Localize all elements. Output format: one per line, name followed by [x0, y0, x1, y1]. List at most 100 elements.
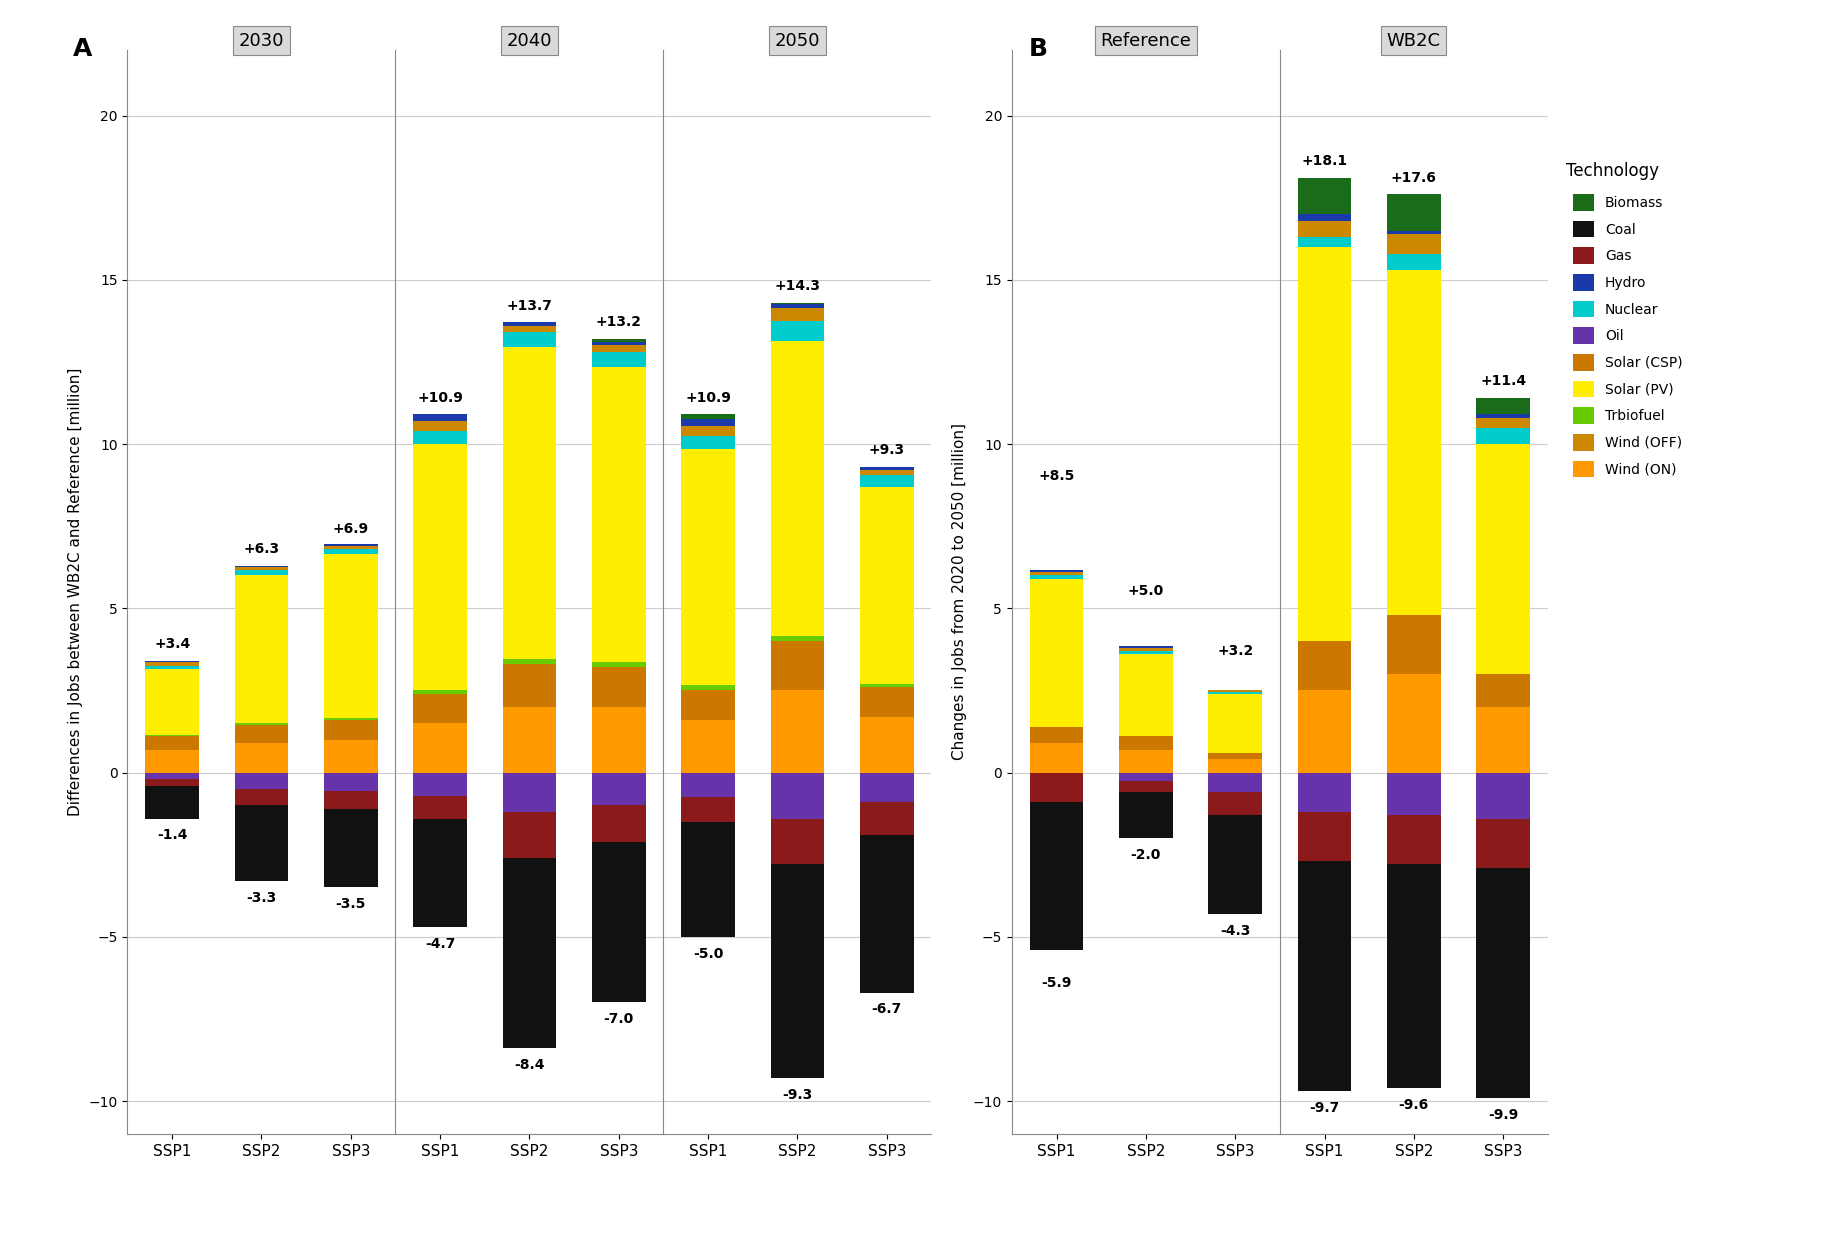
Bar: [413, 819, 466, 927]
Bar: [146, 779, 198, 786]
Text: -1.4: -1.4: [157, 829, 188, 842]
Text: +6.9: +6.9: [333, 522, 370, 536]
Bar: [770, 304, 825, 308]
Text: +5.0: +5.0: [1127, 584, 1164, 598]
Bar: [1120, 781, 1173, 792]
Text: Reference: Reference: [1100, 32, 1191, 50]
Bar: [681, 415, 736, 420]
Text: -6.7: -6.7: [872, 1003, 901, 1017]
Bar: [1298, 237, 1351, 247]
Bar: [681, 449, 736, 685]
Bar: [1298, 861, 1351, 1091]
Text: -9.9: -9.9: [1488, 1108, 1519, 1121]
Bar: [1029, 726, 1083, 743]
Bar: [592, 663, 646, 668]
Bar: [1120, 792, 1173, 839]
Text: +3.4: +3.4: [155, 637, 189, 650]
Bar: [324, 720, 377, 740]
Bar: [146, 660, 198, 663]
Bar: [1477, 819, 1530, 867]
Text: -7.0: -7.0: [605, 1012, 634, 1027]
Y-axis label: Differences in Jobs between WB2C and Reference [million]: Differences in Jobs between WB2C and Ref…: [67, 368, 84, 816]
Bar: [324, 740, 377, 773]
Text: +11.4: +11.4: [1480, 374, 1526, 389]
Bar: [324, 546, 377, 549]
Bar: [1477, 417, 1530, 427]
Bar: [1298, 247, 1351, 642]
Text: B: B: [1029, 37, 1047, 61]
Bar: [413, 690, 466, 694]
Bar: [1388, 234, 1440, 253]
Bar: [1298, 178, 1351, 214]
Text: 2050: 2050: [774, 32, 819, 50]
Text: -3.5: -3.5: [335, 897, 366, 911]
Text: -9.7: -9.7: [1309, 1101, 1340, 1115]
Text: 2030: 2030: [239, 32, 284, 50]
Bar: [860, 835, 914, 993]
Bar: [503, 858, 555, 1048]
Bar: [1120, 773, 1173, 781]
Bar: [235, 805, 288, 881]
Bar: [1388, 773, 1440, 815]
Bar: [413, 694, 466, 723]
Bar: [681, 426, 736, 436]
Bar: [1477, 773, 1530, 819]
Text: +14.3: +14.3: [774, 279, 821, 293]
Bar: [235, 789, 288, 805]
Bar: [1209, 759, 1262, 773]
Bar: [860, 470, 914, 475]
Bar: [413, 421, 466, 431]
Bar: [324, 554, 377, 718]
Bar: [681, 436, 736, 449]
Bar: [235, 773, 288, 789]
Bar: [592, 343, 646, 345]
Text: -4.7: -4.7: [424, 937, 455, 951]
Text: +13.7: +13.7: [506, 299, 552, 313]
Bar: [1388, 815, 1440, 865]
Bar: [1477, 706, 1530, 773]
Bar: [146, 750, 198, 773]
Bar: [681, 690, 736, 720]
Text: +10.9: +10.9: [685, 390, 730, 405]
Bar: [1120, 645, 1173, 648]
Text: 2040: 2040: [506, 32, 552, 50]
Bar: [592, 841, 646, 1003]
Bar: [681, 720, 736, 773]
Bar: [1029, 773, 1083, 802]
Bar: [1298, 642, 1351, 690]
Bar: [235, 743, 288, 773]
Bar: [413, 431, 466, 444]
Bar: [681, 685, 736, 690]
Bar: [146, 669, 198, 735]
Bar: [860, 802, 914, 835]
Bar: [503, 664, 555, 706]
Bar: [1477, 397, 1530, 415]
Bar: [503, 773, 555, 812]
Bar: [1029, 572, 1083, 576]
Bar: [413, 415, 466, 421]
Bar: [1209, 753, 1262, 759]
Bar: [681, 420, 736, 426]
Bar: [592, 366, 646, 663]
Bar: [592, 345, 646, 353]
Bar: [1120, 750, 1173, 773]
Bar: [1029, 802, 1083, 949]
Legend: Biomass, Coal, Gas, Hydro, Nuclear, Oil, Solar (CSP), Solar (PV), Trbiofuel, Win: Biomass, Coal, Gas, Hydro, Nuclear, Oil,…: [1573, 194, 1683, 477]
Bar: [1120, 648, 1173, 650]
Text: -8.4: -8.4: [514, 1058, 544, 1073]
Bar: [235, 571, 288, 576]
Bar: [1388, 253, 1440, 270]
Text: Technology: Technology: [1566, 162, 1659, 179]
Bar: [1388, 231, 1440, 234]
Bar: [1388, 194, 1440, 231]
Bar: [235, 567, 288, 571]
Text: -9.6: -9.6: [1399, 1098, 1429, 1111]
Text: +8.5: +8.5: [1038, 470, 1074, 483]
Bar: [860, 475, 914, 487]
Bar: [592, 339, 646, 343]
Bar: [1029, 743, 1083, 773]
Bar: [324, 545, 377, 546]
Bar: [592, 668, 646, 706]
Text: -5.9: -5.9: [1042, 976, 1073, 991]
Bar: [860, 773, 914, 802]
